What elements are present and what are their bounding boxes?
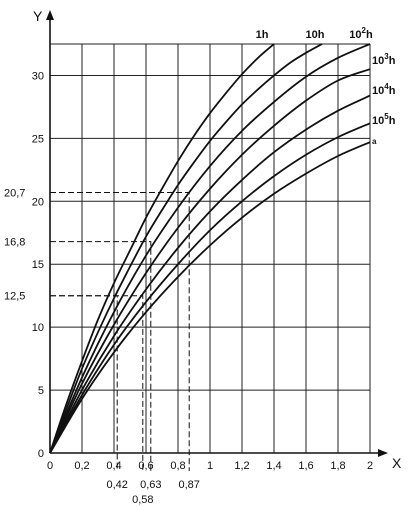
y-tick-label: 25 xyxy=(32,133,44,145)
marked-y-label: 16,8 xyxy=(4,237,25,249)
series-label: 103h xyxy=(372,52,396,67)
x-axis-arrow xyxy=(378,449,388,457)
x-tick-label: 0,4 xyxy=(106,460,121,472)
series-line xyxy=(49,43,371,454)
x-tick-label: 1,6 xyxy=(298,460,313,472)
curves xyxy=(49,43,371,454)
x-tick-label: 0 xyxy=(47,460,53,472)
x-tick-label: 1,4 xyxy=(266,460,281,472)
marked-y-label: 12,5 xyxy=(4,291,25,303)
series-label: 105h xyxy=(372,112,396,127)
series-label: 1h xyxy=(256,29,269,41)
marked-x-label: 0,63 xyxy=(140,479,161,491)
y-tick-label: 15 xyxy=(32,259,44,271)
x-tick-label: 1 xyxy=(207,460,213,472)
series-line xyxy=(49,43,323,454)
x-tick-label: 0,8 xyxy=(170,460,185,472)
series-label: 10h xyxy=(306,29,325,41)
x-tick-label: 1,2 xyxy=(234,460,249,472)
grid xyxy=(50,43,371,453)
marked-x-label: 0,42 xyxy=(106,479,127,491)
x-axis-label: X xyxy=(392,455,402,471)
y-tick-label: 30 xyxy=(32,70,44,82)
y-tick-label: 0 xyxy=(38,448,44,460)
series-label: 102h xyxy=(349,26,373,41)
series-line xyxy=(49,141,371,454)
guide-line xyxy=(50,241,152,471)
guide-line xyxy=(50,295,118,471)
marked-x-label: 0,58 xyxy=(132,494,153,506)
series-line xyxy=(49,43,275,454)
x-tick-label: 0,6 xyxy=(138,460,153,472)
axes xyxy=(46,10,388,457)
y-tick-label: 10 xyxy=(32,322,44,334)
y-tick-label: 20 xyxy=(32,196,44,208)
labels: 0 0,2 0,4 0,6 0,8 1 1,2 1,4 1,6 1,8 20510152025301… xyxy=(4,26,396,506)
series-line xyxy=(49,122,371,454)
y-axis-arrow xyxy=(46,10,54,20)
guide-lines xyxy=(50,191,190,471)
x-tick-label: 1,8 xyxy=(330,460,345,472)
marked-y-label: 20,7 xyxy=(4,187,25,199)
x-tick-label: 0,2 xyxy=(74,460,89,472)
y-tick-label: 5 xyxy=(38,385,44,397)
series-label: 104h xyxy=(372,82,396,97)
series-label: a xyxy=(372,137,377,146)
guide-line xyxy=(50,191,190,471)
x-tick-label: 2 xyxy=(367,460,373,472)
series-line xyxy=(49,68,371,454)
series-line xyxy=(49,94,371,454)
marked-x-label: 0,87 xyxy=(178,479,199,491)
y-axis-label: Y xyxy=(33,8,43,24)
